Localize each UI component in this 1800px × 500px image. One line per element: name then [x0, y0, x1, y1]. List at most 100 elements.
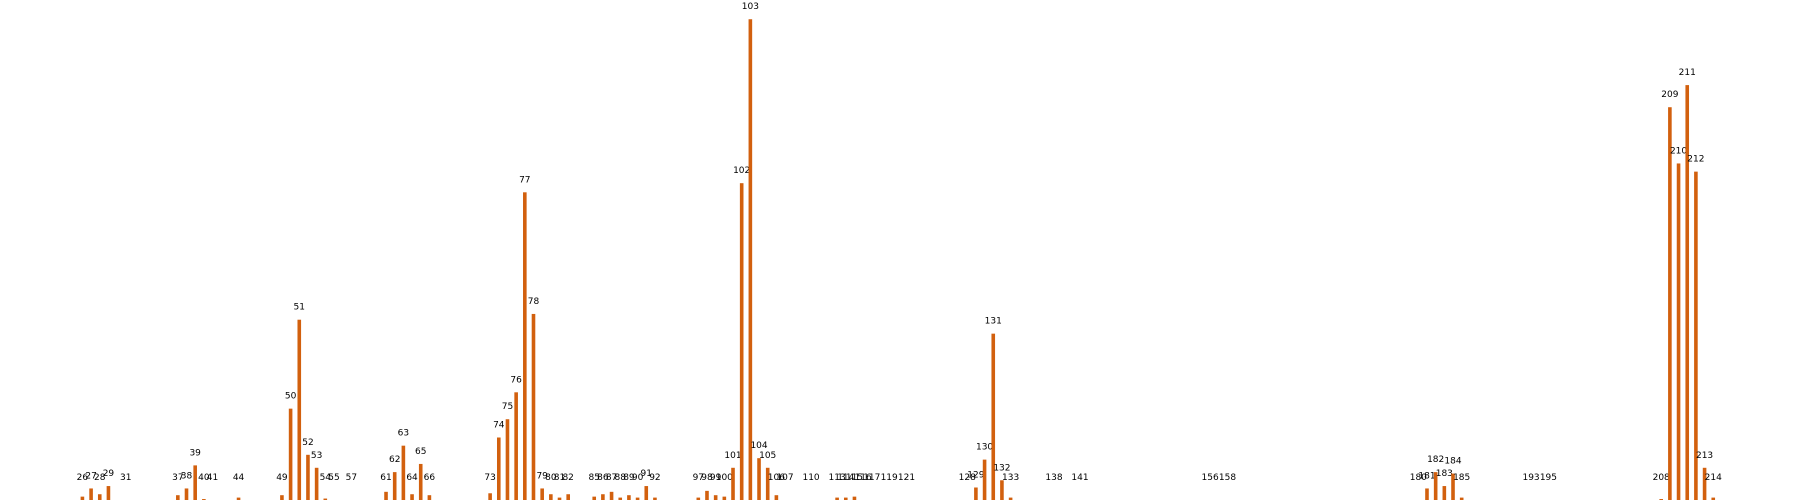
bar-label: 57 — [346, 473, 357, 483]
bar-label: 75 — [502, 402, 513, 412]
bar-label: 214 — [1705, 473, 1722, 483]
bar — [1711, 497, 1716, 500]
bar — [1685, 85, 1690, 500]
bar-label: 64 — [406, 473, 418, 483]
bar — [765, 467, 770, 500]
bar-label: 92 — [649, 473, 660, 483]
bar — [722, 496, 727, 500]
bar — [1008, 497, 1013, 500]
bar — [323, 498, 328, 500]
bar — [427, 495, 432, 500]
bar — [89, 488, 93, 500]
bar-label: 85 — [588, 473, 599, 483]
bar-label: 54 — [320, 473, 332, 483]
bar-label: 53 — [311, 451, 322, 461]
bar-label: 99 — [710, 473, 722, 483]
bar-label: 130 — [976, 443, 993, 453]
bar-label: 102 — [733, 166, 750, 176]
bar — [236, 497, 241, 500]
bar-label: 49 — [276, 473, 288, 483]
bar — [1459, 497, 1464, 500]
bar — [1451, 473, 1455, 500]
bar — [1694, 171, 1698, 500]
bar — [297, 319, 302, 500]
bar-label: 121 — [898, 473, 915, 483]
bar — [1668, 107, 1672, 500]
bar — [410, 494, 414, 500]
bar-label: 61 — [380, 473, 391, 483]
bar — [392, 472, 397, 500]
bar-label: 63 — [398, 429, 409, 439]
bar-label: 183 — [1436, 469, 1453, 479]
bar-label: 158 — [1219, 473, 1236, 483]
bar-label: 78 — [528, 297, 540, 307]
bar-label: 129 — [967, 471, 984, 481]
bar — [540, 488, 544, 500]
bar-label: 80 — [545, 473, 557, 483]
bar-label: 97 — [693, 473, 704, 483]
bar-label: 27 — [85, 471, 96, 481]
bar — [505, 419, 510, 500]
bar-label: 141 — [1071, 473, 1088, 483]
bar-label: 156 — [1202, 473, 1219, 483]
bar-label: 73 — [484, 473, 495, 483]
bar-label: 184 — [1444, 457, 1461, 467]
bar-label: 106 — [768, 473, 785, 483]
bar — [1433, 472, 1438, 500]
bar — [1676, 163, 1681, 500]
bar — [80, 496, 85, 500]
bar-label: 98 — [701, 473, 713, 483]
bar — [1702, 467, 1707, 500]
bar-label: 131 — [985, 317, 1002, 327]
bar — [644, 486, 649, 500]
bar — [280, 495, 284, 500]
bar — [635, 497, 640, 500]
bar-label: 40 — [198, 473, 210, 483]
bar — [1425, 488, 1429, 500]
bar — [835, 497, 839, 500]
bar-label: 44 — [233, 473, 245, 483]
bar — [843, 497, 848, 500]
bar-label: 210 — [1670, 146, 1687, 156]
bar-label: 182 — [1427, 455, 1444, 465]
bar-label: 74 — [493, 421, 505, 431]
bar-label: 180 — [1410, 473, 1427, 483]
bar — [488, 493, 492, 500]
bar-label: 86 — [597, 473, 609, 483]
bar-label: 128 — [959, 473, 976, 483]
bar-label: 185 — [1453, 473, 1470, 483]
bar-label: 89 — [623, 473, 635, 483]
bar-label: 82 — [562, 473, 573, 483]
bar — [592, 496, 597, 500]
bar — [757, 458, 761, 500]
bar-label: 41 — [207, 473, 218, 483]
bar-label: 107 — [776, 473, 793, 483]
bar — [418, 463, 423, 500]
bar — [549, 494, 553, 500]
bar — [97, 494, 102, 500]
bar — [991, 333, 996, 500]
bar-label: 51 — [294, 303, 305, 313]
bar-label: 132 — [993, 463, 1010, 473]
bar — [731, 467, 735, 500]
bar — [653, 497, 657, 500]
bar-label: 103 — [742, 2, 759, 12]
bar — [401, 445, 406, 500]
bar — [384, 491, 388, 500]
bar-label: 87 — [606, 473, 617, 483]
bar — [713, 495, 718, 500]
bar — [982, 459, 987, 500]
bar — [106, 486, 111, 500]
bar-label: 37 — [172, 473, 183, 483]
bar-label: 181 — [1418, 471, 1435, 481]
bar-label: 211 — [1679, 68, 1696, 78]
bar-label: 50 — [285, 392, 297, 402]
bar — [523, 192, 527, 500]
bar-label: 38 — [181, 471, 193, 481]
bar-label: 104 — [750, 441, 767, 451]
bar-label: 29 — [103, 469, 115, 479]
bar — [557, 497, 562, 500]
bar-label: 212 — [1687, 155, 1704, 165]
bar-label: 213 — [1696, 451, 1713, 461]
